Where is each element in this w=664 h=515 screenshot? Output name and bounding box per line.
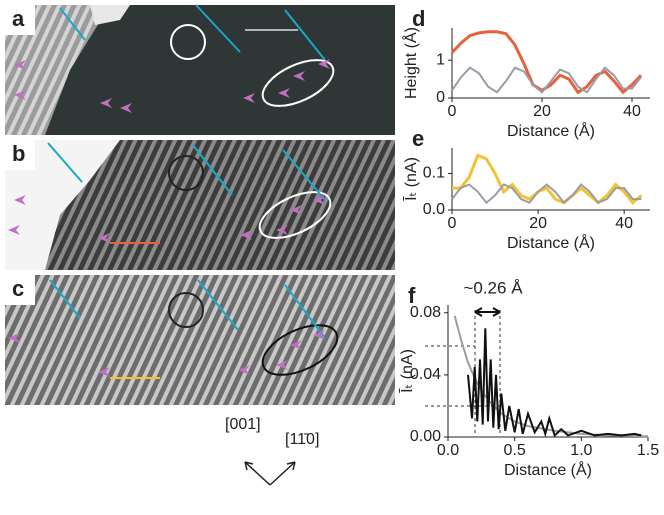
y-tick-label: 0.08 — [410, 304, 441, 321]
annotation: ~0.26 Å — [463, 278, 523, 297]
y-tick-label: 0.1 — [423, 165, 445, 182]
y-tick-label: 0 — [436, 89, 445, 106]
x-tick-label: 0.0 — [437, 442, 459, 459]
x-tick-label: 1.0 — [570, 442, 592, 459]
x-tick-label: 0.5 — [504, 442, 526, 459]
arrow — [474, 307, 501, 317]
series-line — [451, 183, 642, 205]
y-tick-label: 0.04 — [410, 366, 441, 383]
panel-label: d — [412, 6, 425, 31]
x-axis-label: Distance (Å) — [504, 460, 592, 479]
x-axis-label: Distance (Å) — [507, 233, 595, 252]
series-line — [452, 153, 643, 205]
x-tick-label: 1.5 — [637, 442, 659, 459]
x-tick-label: 40 — [615, 215, 633, 232]
panel-label: f — [408, 283, 416, 308]
series-line — [467, 328, 642, 438]
x-axis-label: Distance (Å) — [507, 121, 595, 140]
x-tick-label: 0 — [448, 103, 457, 120]
panel-label: a — [12, 6, 25, 31]
panel-label: e — [412, 126, 424, 151]
y-axis-label: Īₜ (nA) — [402, 157, 420, 201]
series-line — [450, 30, 643, 95]
stm-image-a — [5, 4, 395, 135]
y-axis-label: Height (Å) — [401, 27, 420, 99]
y-tick-label: 1 — [436, 51, 445, 68]
x-tick-label: 40 — [623, 103, 641, 120]
compass — [244, 461, 296, 486]
direction-label: [001] — [225, 416, 261, 433]
panel-label: c — [12, 276, 24, 301]
x-tick-label: 20 — [533, 103, 551, 120]
x-tick-label: 20 — [529, 215, 547, 232]
series-line — [451, 66, 642, 94]
direction-label: [11̄0] — [285, 431, 319, 448]
stm-image-c — [5, 275, 395, 405]
y-tick-label: 0.00 — [410, 428, 441, 445]
series-line — [453, 315, 649, 438]
y-tick-label: 0.0 — [423, 201, 445, 218]
stm-image-b — [5, 140, 395, 270]
panel-label: b — [12, 141, 25, 166]
markers — [8, 59, 330, 377]
x-tick-label: 0 — [448, 215, 457, 232]
y-axis-label: Īₜ (nA) — [398, 349, 416, 393]
